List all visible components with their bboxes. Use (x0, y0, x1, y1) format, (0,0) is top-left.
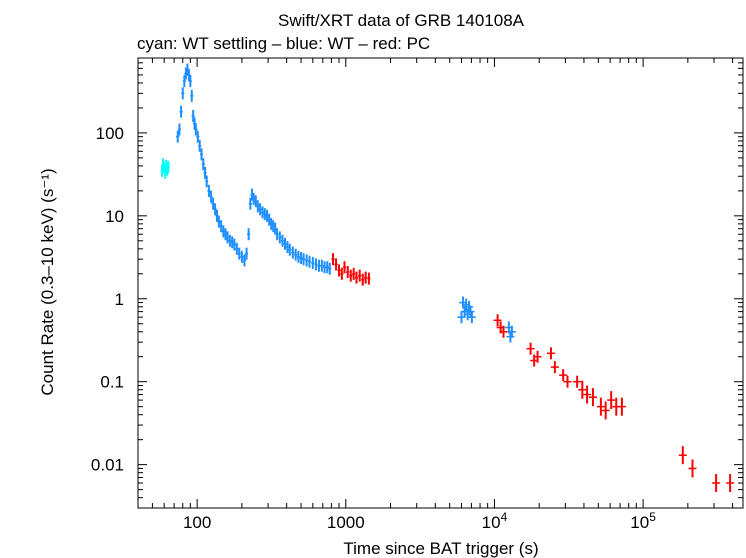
plot-frame (137, 57, 744, 509)
y-axis-label: Count Rate (0.3–10 keV) (s⁻¹) (38, 168, 57, 395)
series-pc (331, 253, 735, 493)
y-tick-label: 10 (105, 207, 124, 226)
x-tick-label: 1000 (327, 513, 365, 532)
x-tick-label: 105 (630, 510, 656, 532)
x-tick-label: 104 (482, 510, 508, 532)
series-wt-settling (160, 158, 170, 179)
y-tick-label: 0.1 (100, 373, 124, 392)
y-tick-label: 0.01 (91, 456, 124, 475)
plot-area: 100 1000 104 105 100 10 1 0.1 0.01 (91, 57, 744, 532)
x-tick-label: 100 (183, 513, 211, 532)
x-axis-label: Time since BAT trigger (s) (343, 539, 538, 558)
series-wt (176, 63, 516, 343)
chart-title: Swift/XRT data of GRB 140108A (278, 11, 525, 30)
chart-subtitle: cyan: WT settling – blue: WT – red: PC (137, 34, 430, 53)
y-tick-label: 1 (115, 290, 124, 309)
y-tick-label: 100 (96, 124, 124, 143)
